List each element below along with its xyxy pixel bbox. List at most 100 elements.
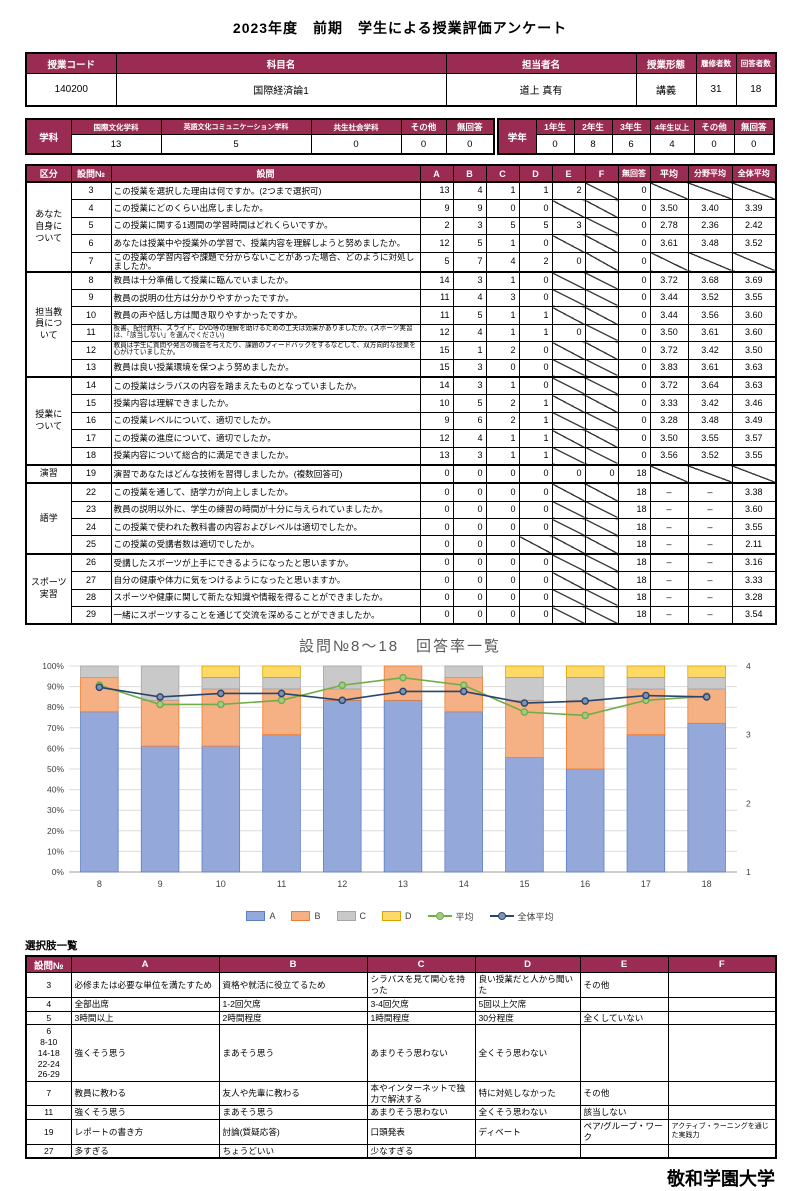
- answer-count: [584, 518, 619, 537]
- category-cell: あなた 自身に ついて: [25, 181, 72, 273]
- average-value: –: [649, 552, 689, 573]
- answer-count: [584, 270, 619, 290]
- answer-count: 1: [485, 234, 520, 253]
- answer-count: 0: [485, 500, 520, 520]
- survey-header: 設問№: [70, 164, 112, 183]
- course-info-value: 140200: [25, 73, 117, 107]
- choices-title: 選択肢一覧: [25, 940, 78, 953]
- answer-count: 0: [551, 251, 586, 273]
- svg-text:16: 16: [580, 879, 590, 889]
- survey-row: 授業に ついて 14 この授業はシラバスの内容を踏まえたものとなっていましたか。 14…: [25, 375, 777, 466]
- choices-header-row: 設問№ A B C D E F: [25, 955, 777, 974]
- grade-value: 0: [733, 134, 775, 155]
- department-value-row: 13 5 0 0 0: [26, 134, 495, 155]
- answer-count: [551, 234, 586, 253]
- answer-count: 0: [485, 588, 520, 608]
- svg-text:60%: 60%: [47, 744, 64, 754]
- answer-count: 4: [452, 181, 487, 201]
- choice-text: 該当しない: [579, 1105, 669, 1121]
- answer-count: 0: [419, 500, 454, 520]
- answer-count: 14: [419, 375, 454, 396]
- answer-count: 0: [551, 323, 586, 343]
- answer-count: 0: [518, 606, 553, 625]
- choice-text: 3時間以上: [70, 1010, 220, 1026]
- legend-label: 平均: [455, 911, 474, 922]
- question-text: この授業に関する1週間の学習時間はどれくらいですか。: [110, 216, 421, 236]
- survey-header: F: [584, 164, 619, 183]
- average-value: 3.72: [649, 270, 689, 290]
- answer-count: 14: [419, 270, 454, 290]
- course-info-header: 授業形態: [635, 52, 697, 74]
- question-number: 6: [70, 234, 112, 253]
- survey-row: 演習 19 演習であなたはどんな技術を習得しましたか。(複数回答可) 0 0 0 0 0 0 18: [25, 463, 777, 485]
- department-value: 5: [160, 134, 312, 155]
- question-text: 教員は十分準備して授業に臨んでいましたか。: [110, 270, 421, 290]
- choice-text: 教員に教わる: [70, 1081, 220, 1107]
- choices-header: D: [474, 955, 581, 974]
- answer-count: 5: [485, 216, 520, 236]
- average-value: –: [687, 606, 733, 625]
- survey-header: 区分: [25, 164, 72, 183]
- average-value: 3.60: [731, 306, 777, 325]
- average-value: [649, 463, 689, 484]
- question-number: 10: [70, 306, 112, 325]
- survey-row: 9 教員の説明の仕方は分かりやすかったですか。 11 4 3 0 0 3.44 3.52 3.55: [26, 288, 777, 308]
- survey-row: 語学 22 この授業を通して、語学力が向上しましたか。 0 0 0 0 18– –3.38: [25, 482, 777, 555]
- choice-text: 3-4回欠席: [366, 996, 476, 1012]
- department-header: 国際文化学科: [70, 118, 162, 135]
- choices-header: A: [70, 955, 220, 974]
- answer-count: [584, 394, 619, 413]
- average-value: 3.33: [731, 571, 777, 590]
- question-number: 7: [70, 251, 112, 273]
- department-label: 学科: [25, 118, 72, 155]
- svg-text:100%: 100%: [42, 661, 64, 671]
- average-value: 3.60: [731, 500, 777, 520]
- average-value: 3.52: [731, 234, 777, 253]
- answer-count: 13: [419, 446, 454, 466]
- answer-count: [551, 446, 586, 466]
- answer-count: 2: [485, 411, 520, 431]
- answer-count: 0: [485, 482, 520, 502]
- answer-count: 1: [518, 306, 553, 325]
- average-value: 3.64: [687, 375, 733, 396]
- answer-count: [551, 394, 586, 413]
- answer-count: 5: [452, 306, 487, 325]
- answer-count: [551, 288, 586, 308]
- grade-value: 8: [573, 134, 613, 155]
- answer-count: 4: [452, 323, 487, 343]
- survey-header: A: [419, 164, 454, 183]
- question-text: この授業にどのくらい出席しましたか。: [110, 199, 421, 218]
- choice-text: 強くそう思う: [70, 1024, 220, 1083]
- answer-count: 0: [518, 500, 553, 520]
- svg-text:30%: 30%: [47, 806, 64, 816]
- answer-rate-chart-block: 設問№8～18 回答率一覧 0% 10% 20% 30% 40% 50% 60% 70% 80%…: [25, 635, 775, 924]
- svg-text:10%: 10%: [47, 847, 64, 857]
- answer-count: [518, 535, 553, 555]
- answer-count: 0: [419, 588, 454, 608]
- grade-header: その他: [693, 118, 735, 135]
- question-number: 5: [70, 216, 112, 236]
- question-number: 29: [70, 606, 112, 625]
- answer-count: [584, 181, 619, 201]
- question-text: 教員は学生に質問や発言の機会を与えたり、課題のフィードバックをするなどして、双方…: [110, 341, 421, 360]
- average-value: 3.44: [649, 306, 689, 325]
- no-answer-count: 0: [617, 270, 651, 290]
- question-text: 板書、配付資料、スライド、DVD等の理解を助けるための工夫は効果がありましたか。…: [110, 323, 421, 343]
- choice-text: レポートの書き方: [70, 1119, 220, 1145]
- average-value: 3.46: [731, 394, 777, 413]
- question-number: 12: [70, 341, 112, 360]
- choice-text: 全くそう思わない: [474, 1024, 581, 1083]
- university-name: 敬和学園大学: [667, 1169, 775, 1190]
- question-number: 17: [70, 429, 112, 448]
- average-value: 3.50: [731, 341, 777, 360]
- question-number: 4: [70, 199, 112, 218]
- answer-count: [551, 518, 586, 537]
- survey-row: 10 教員の声や話し方は聞き取りやすかったですか。 11 5 1 1 0 3.44 3.56 3.…: [26, 306, 777, 325]
- survey-header: B: [452, 164, 487, 183]
- question-number: 26: [70, 552, 112, 573]
- grade-header: 2年生: [573, 118, 613, 135]
- survey-table-body: あなた 自身に ついて 3 この授業を選択した理由は何ですか。(2つまで選択可) 13…: [25, 181, 777, 626]
- choice-text: 2時間程度: [218, 1010, 368, 1026]
- survey-row: 18 授業内容について総合的に満足できましたか。 13 3 1 1 0 3.56 3.52 3.5…: [26, 446, 777, 466]
